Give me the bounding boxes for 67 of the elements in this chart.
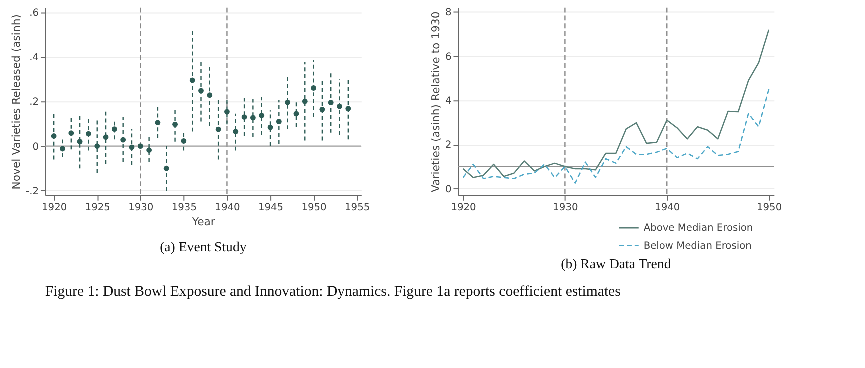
legend-label: Below Median Erosion [644, 240, 752, 252]
point [77, 139, 83, 145]
line-series [462, 29, 770, 178]
point [285, 100, 291, 106]
point [276, 119, 282, 124]
point [164, 166, 170, 172]
point [60, 146, 66, 152]
point [94, 144, 100, 150]
x-tick-label: 1930 [128, 202, 154, 214]
point [328, 100, 334, 106]
y-tick-label: .2 [30, 97, 40, 108]
y-tick-label: 0 [445, 184, 452, 196]
point [233, 129, 239, 134]
y-tick-label: 0 [32, 142, 40, 153]
y-tick-label: 4 [445, 96, 452, 107]
legend-label: Above Median Erosion [644, 222, 754, 234]
line-series [462, 88, 770, 184]
y-axis-title: Varieties (asinh) Relative to 1930 [430, 12, 443, 192]
point [138, 144, 144, 150]
text: (b) Raw Data Trend [561, 256, 672, 272]
point [311, 86, 316, 91]
point [250, 115, 256, 121]
point [68, 130, 74, 136]
x-axis-title: Year [191, 216, 216, 229]
caption: Figure 1: Dust Bowl Exposure and Innovation: Dynamics. Figure 1a reports coefficient estimates [45, 284, 622, 300]
x-tick-label: 1950 [757, 202, 782, 214]
y-tick-label: -.2 [26, 186, 40, 198]
point [129, 144, 135, 150]
point [120, 137, 126, 143]
x-tick-label: 1945 [258, 202, 284, 214]
text: (a) Event Study [160, 240, 247, 255]
y-tick-label: .6 [30, 8, 40, 19]
point [302, 98, 308, 104]
point [190, 78, 196, 84]
x-tick-label: 1940 [215, 202, 240, 214]
point [181, 138, 187, 144]
point [51, 134, 57, 139]
point [172, 122, 178, 128]
point [346, 106, 352, 112]
point [155, 120, 161, 126]
point [112, 126, 118, 132]
point [216, 126, 222, 132]
point [146, 148, 152, 154]
x-tick-label: 1930 [553, 202, 578, 214]
x-tick-label: 1920 [42, 202, 68, 214]
x-tick-label: 1925 [85, 202, 110, 214]
point [337, 104, 342, 110]
x-tick-label: 1940 [655, 202, 680, 214]
x-tick-label: 1920 [451, 202, 476, 214]
point [224, 109, 230, 115]
point [103, 134, 109, 140]
y-axis-title: Novel Varieties Released (asinh) [10, 14, 24, 190]
point [207, 92, 213, 98]
y-tick-label: 2 [445, 140, 452, 152]
y-tick-label: .4 [30, 52, 40, 64]
point [268, 124, 274, 130]
y-tick-label: 8 [445, 8, 452, 19]
point [198, 88, 204, 94]
x-tick-label: 1935 [172, 202, 197, 214]
y-tick-label: 6 [445, 52, 452, 63]
point [294, 111, 300, 117]
point [259, 113, 265, 118]
point [242, 114, 248, 120]
x-tick-label: 1955 [345, 202, 370, 214]
point [320, 106, 326, 112]
x-tick-label: 1950 [302, 202, 327, 214]
point [86, 131, 92, 137]
